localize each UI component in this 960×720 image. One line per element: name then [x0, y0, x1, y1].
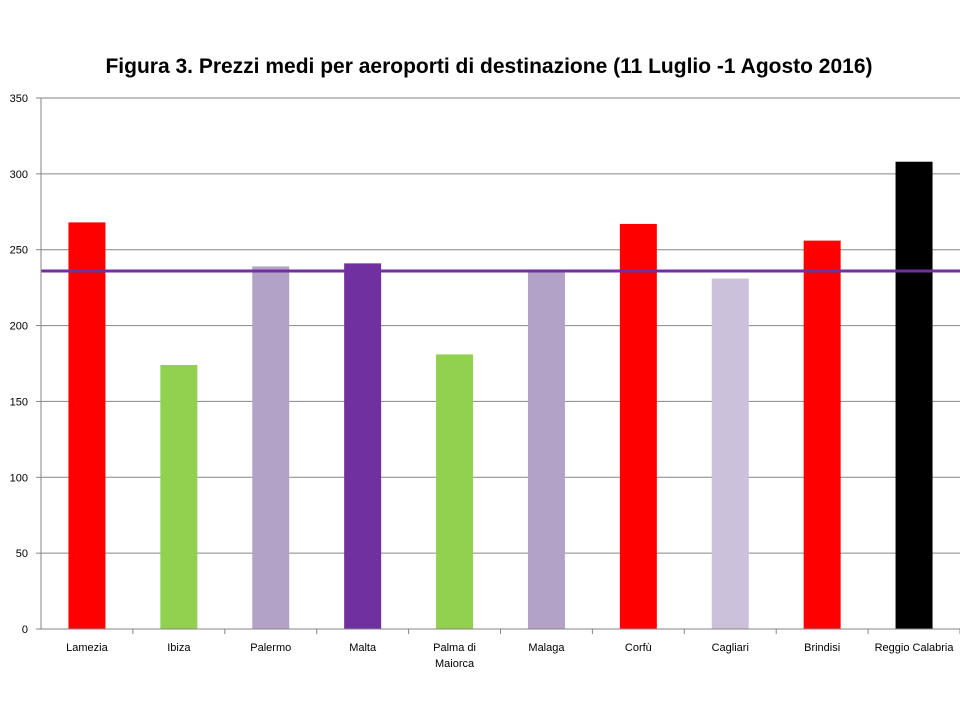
- y-tick-label: 300: [10, 169, 28, 181]
- x-tick-label: Ibiza: [167, 642, 191, 654]
- y-tick-label: 50: [16, 548, 28, 560]
- x-tick-label: Corfù: [625, 642, 652, 654]
- x-tick-label: Malaga: [528, 642, 565, 654]
- bar: [436, 354, 474, 629]
- x-tick-label: Malta: [349, 642, 377, 654]
- bar: [68, 222, 106, 630]
- bar: [895, 161, 933, 629]
- bar: [803, 240, 841, 629]
- x-tick-label: Cagliari: [712, 642, 749, 654]
- chart-title: Figura 3. Prezzi medi per aeroporti di d…: [105, 55, 873, 78]
- bar: [619, 223, 657, 629]
- bars: [68, 161, 933, 630]
- x-tick-label: Brindisi: [804, 642, 840, 654]
- y-tick-label: 0: [22, 624, 28, 636]
- bar: [711, 278, 749, 629]
- axes: [36, 97, 960, 634]
- y-tick-label: 150: [10, 396, 28, 408]
- bar: [527, 269, 565, 629]
- y-tick-label: 250: [10, 245, 28, 257]
- y-tick-label: 350: [10, 93, 28, 105]
- bar: [252, 266, 290, 629]
- y-tick-label: 200: [10, 321, 28, 333]
- x-tick-label: Reggio Calabria: [875, 642, 955, 654]
- x-tick-label: Palermo: [250, 642, 291, 654]
- bar: [160, 365, 198, 629]
- bar: [344, 263, 382, 629]
- y-tick-label: 100: [10, 472, 28, 484]
- x-tick-labels: Lamezia Ibiza Palermo Malta Palma di Maiorca M…: [66, 642, 954, 670]
- x-tick-label: Palma di Maiorca: [433, 642, 476, 670]
- x-tick-label: Lamezia: [66, 642, 108, 654]
- y-tick-labels: 0 50 100 150 200 250 300 350: [10, 93, 28, 636]
